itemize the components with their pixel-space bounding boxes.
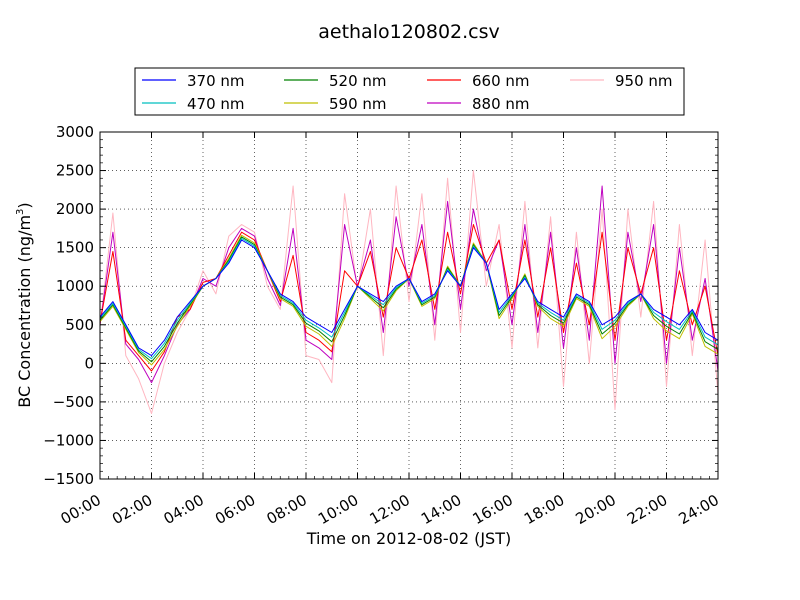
x-tick-label: 06:00 bbox=[212, 491, 258, 528]
y-tick-label: 500 bbox=[65, 316, 94, 334]
series-layer bbox=[99, 170, 719, 414]
x-tick-label: 20:00 bbox=[573, 491, 619, 528]
series-line bbox=[99, 170, 719, 414]
x-tick-label: 12:00 bbox=[367, 491, 413, 528]
y-tick-labels: −1500 −1000 −500 0 500 1000 1500 2000 2500 3000 bbox=[43, 123, 94, 488]
series-line bbox=[99, 239, 719, 357]
x-tick-label: 00:00 bbox=[58, 491, 104, 528]
legend-box bbox=[134, 67, 685, 116]
y-tick-label: 0 bbox=[84, 354, 94, 372]
chart-title: aethalo120802.csv bbox=[318, 21, 500, 43]
legend-items: 370 nm 470 nm 520 nm 590 nm 660 nm 880 nm 950 … bbox=[142, 72, 673, 113]
legend: 370 nm 470 nm 520 nm 590 nm 660 nm 880 nm 950 … bbox=[134, 67, 685, 116]
x-tick-label: 02:00 bbox=[109, 491, 155, 528]
x-tick-label: 16:00 bbox=[470, 491, 516, 528]
x-tick-label: 18:00 bbox=[521, 491, 567, 528]
y-tick-label: 2000 bbox=[56, 200, 94, 218]
y-axis-label: BC Concentration (ng/m3) bbox=[15, 202, 34, 407]
x-tick-label: 04:00 bbox=[161, 491, 207, 528]
x-tick-label: 14:00 bbox=[418, 491, 464, 528]
x-tick-label: 10:00 bbox=[315, 491, 361, 528]
legend-label: 660 nm bbox=[472, 72, 530, 90]
x-tick-label: 08:00 bbox=[264, 491, 310, 528]
legend-label: 950 nm bbox=[615, 72, 673, 90]
series-line bbox=[99, 185, 719, 384]
x-tick-labels: 00:00 02:00 04:00 06:00 08:00 10:00 12:00 14:00… bbox=[58, 491, 722, 528]
y-tick-label: 2500 bbox=[56, 162, 94, 180]
legend-label: 590 nm bbox=[329, 95, 387, 113]
legend-label: 370 nm bbox=[187, 72, 245, 90]
axis-ticks bbox=[99, 131, 719, 480]
x-axis-label: Time on 2012-08-02 (JST) bbox=[306, 529, 511, 548]
y-tick-label: 1500 bbox=[56, 239, 94, 257]
y-tick-label: 1000 bbox=[56, 277, 94, 295]
y-axis-label-sup: 3 bbox=[15, 209, 26, 215]
y-tick-label: −1000 bbox=[43, 431, 94, 449]
y-tick-label: 3000 bbox=[56, 123, 94, 141]
y-tick-label: −500 bbox=[53, 393, 94, 411]
y-tick-label: −1500 bbox=[43, 470, 94, 488]
y-axis-label-main: BC Concentration (ng/m bbox=[15, 215, 34, 408]
x-tick-label: 22:00 bbox=[624, 491, 670, 528]
legend-label: 520 nm bbox=[329, 72, 387, 90]
legend-label: 880 nm bbox=[472, 95, 530, 113]
x-tick-label: 24:00 bbox=[676, 491, 722, 528]
y-axis-label-close: ) bbox=[15, 202, 34, 208]
legend-label: 470 nm bbox=[187, 95, 245, 113]
